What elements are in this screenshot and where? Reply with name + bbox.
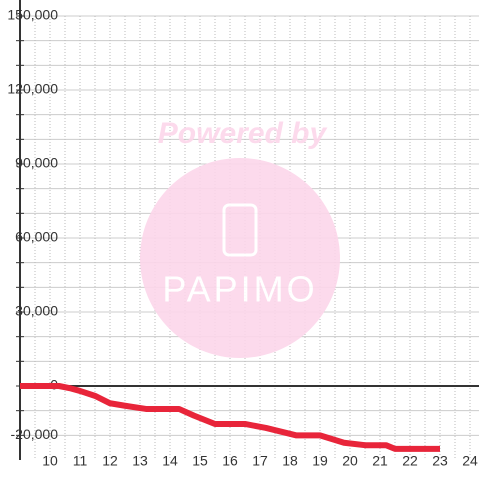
x-tick-label: 12	[102, 453, 118, 469]
x-tick-label: 20	[342, 453, 358, 469]
watermark: Powered by PAPIMO	[140, 117, 340, 358]
x-tick-label: 13	[132, 453, 148, 469]
y-tick-label: 150,000	[7, 7, 58, 23]
x-tick-label: 15	[192, 453, 208, 469]
watermark-logo: PAPIMO	[162, 269, 317, 310]
line	[20, 383, 440, 452]
x-tick-label: 10	[42, 453, 58, 469]
x-tick-label: 24	[462, 453, 478, 469]
x-tick-label: 23	[432, 453, 448, 469]
watermark-circle	[140, 158, 340, 358]
y-tick-label: 30,000	[15, 303, 58, 319]
x-tick-label: 19	[312, 453, 328, 469]
y-tick-label: 60,000	[15, 229, 58, 245]
x-tick-label: 21	[372, 453, 388, 469]
y-tick-label: 90,000	[15, 155, 58, 171]
watermark-text: Powered by	[158, 117, 328, 150]
x-tick-label: 17	[252, 453, 268, 469]
x-tick-label: 14	[162, 453, 178, 469]
x-tick-label: 18	[282, 453, 298, 469]
y-tick-label: -20,000	[11, 426, 59, 442]
x-tick-label: 22	[402, 453, 418, 469]
x-tick-label: 11	[73, 453, 88, 469]
watermark-icon	[222, 203, 258, 257]
x-tick-label: 16	[222, 453, 238, 469]
y-tick-label: 120,000	[7, 81, 58, 97]
